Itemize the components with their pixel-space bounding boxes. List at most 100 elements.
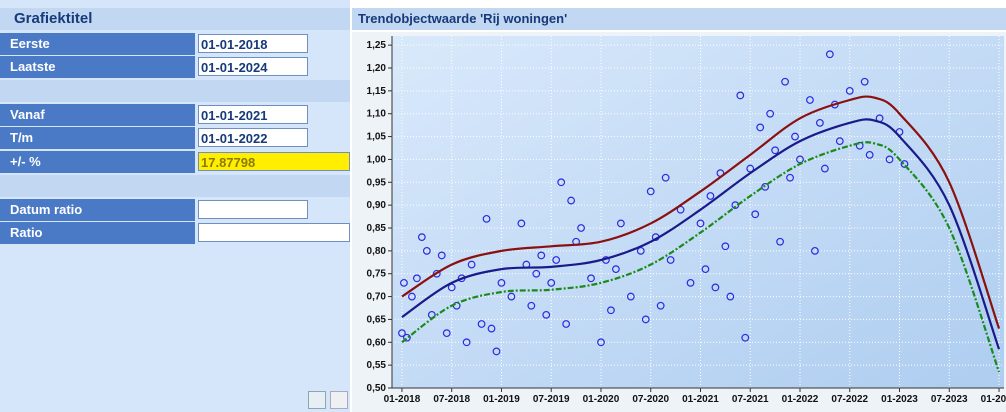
scatter-point (726, 292, 735, 301)
scatter-point (721, 242, 730, 251)
scatter-point (646, 187, 655, 196)
scatter-point (398, 329, 406, 338)
scatter-point (532, 269, 541, 278)
print-button[interactable] (330, 391, 348, 409)
x-tick-label: 01-2022 (782, 394, 819, 405)
scatter-point (855, 141, 864, 150)
x-tick-label: 01-2019 (483, 394, 520, 405)
trend-line (401, 141, 1001, 373)
scatter-point (542, 310, 551, 319)
scatter-point (820, 164, 829, 173)
field-row: Vanaf 01-01-2021 (0, 104, 350, 126)
field-label: Laatste (0, 56, 195, 78)
scatter-point (612, 265, 620, 274)
scatter-point (492, 347, 501, 356)
x-tick-label: 01-2023 (881, 394, 918, 405)
scatter-point (477, 320, 486, 328)
date-input[interactable]: 01-01-2022 (198, 128, 308, 147)
scatter-point (517, 219, 526, 228)
field-row: Laatste 01-01-2024 (0, 56, 350, 78)
scatter-point (796, 155, 804, 164)
scatter-point (422, 246, 431, 255)
date-input[interactable]: 01-01-2018 (198, 34, 308, 53)
scatter-point (686, 278, 695, 287)
x-tick-label: 07-2023 (931, 394, 968, 405)
scatter-point (706, 192, 715, 200)
trend-line (401, 118, 1001, 350)
scatter-point (751, 210, 760, 219)
scatter-point (442, 329, 451, 338)
scatter-point (781, 77, 789, 86)
y-tick-label: 1,15 (367, 86, 387, 97)
scatter-point (437, 251, 446, 260)
text-input[interactable] (198, 223, 350, 242)
spacer-row (0, 80, 350, 102)
scatter-point (432, 269, 441, 278)
scatter-point (791, 132, 799, 141)
field-label: Ratio (0, 222, 195, 244)
chart-title: Trendobjectwaarde 'Rij woningen' (352, 8, 1006, 30)
scatter-point (736, 91, 745, 100)
scatter-point (835, 137, 844, 146)
percent-output: 17.87798 (198, 152, 350, 171)
scatter-point (756, 123, 765, 132)
spacer-row (0, 175, 350, 197)
scatter-point (527, 301, 536, 310)
y-tick-label: 1,10 (367, 109, 387, 120)
y-tick-label: 1,00 (367, 154, 387, 165)
scatter-point (562, 320, 571, 328)
scatter-point (656, 301, 665, 310)
y-tick-label: 0,65 (367, 314, 387, 325)
scatter-point (900, 160, 909, 168)
y-tick-label: 1,25 (367, 40, 387, 51)
x-tick-label: 07-2018 (433, 394, 470, 405)
scatter-point (447, 283, 456, 292)
scatter-point (547, 278, 556, 287)
scatter-point (885, 155, 894, 164)
scatter-point (482, 214, 491, 223)
scatter-point (811, 246, 819, 255)
scatter-point (865, 150, 874, 159)
export-button[interactable] (308, 391, 326, 409)
scatter-point (557, 178, 566, 187)
x-tick-label: 01-2021 (682, 394, 719, 405)
field-row: Ratio (0, 222, 350, 244)
scatter-point (816, 118, 824, 127)
scatter-point (626, 292, 635, 301)
scatter-point (567, 196, 576, 205)
scatter-point (641, 315, 650, 324)
scatter-point (408, 292, 416, 301)
scatter-point (497, 278, 506, 287)
field-label: +/- % (0, 151, 195, 173)
panel-title: Grafiektitel (0, 8, 350, 30)
scatter-point (552, 256, 561, 264)
scatter-point (786, 173, 794, 182)
x-tick-label: 01-2018 (384, 394, 421, 405)
field-label: T/m (0, 127, 195, 149)
x-tick-label: 07-2021 (732, 394, 769, 405)
scatter-point (761, 182, 770, 191)
scatter-point (771, 146, 780, 155)
scatter-point (776, 237, 784, 246)
y-tick-label: 0,55 (367, 360, 387, 371)
field-row: Datum ratio (0, 199, 350, 221)
field-row: +/- % 17.87798 (0, 151, 350, 173)
date-input[interactable]: 01-01-2024 (198, 57, 308, 76)
x-tick-label: 07-2022 (831, 394, 868, 405)
date-input[interactable]: 01-01-2021 (198, 105, 308, 124)
field-label: Vanaf (0, 104, 195, 126)
scatter-point (701, 265, 710, 274)
scatter-point (462, 338, 471, 347)
scatter-point (537, 251, 546, 260)
y-tick-label: 0,80 (367, 246, 387, 257)
scatter-point (587, 274, 595, 283)
field-label: Eerste (0, 33, 195, 55)
x-tick-label: 07-2020 (632, 394, 669, 405)
x-tick-label: 01-2020 (583, 394, 620, 405)
scatter-point (487, 324, 496, 333)
text-input[interactable] (198, 200, 308, 219)
x-tick-label: 07-2019 (533, 394, 570, 405)
chart: 0,50 0,55 0,60 0,65 0,70 0,75 0,80 0,85 0,90 0,95… (352, 32, 1006, 412)
scatter-point (412, 274, 421, 283)
scatter-point (607, 306, 615, 315)
